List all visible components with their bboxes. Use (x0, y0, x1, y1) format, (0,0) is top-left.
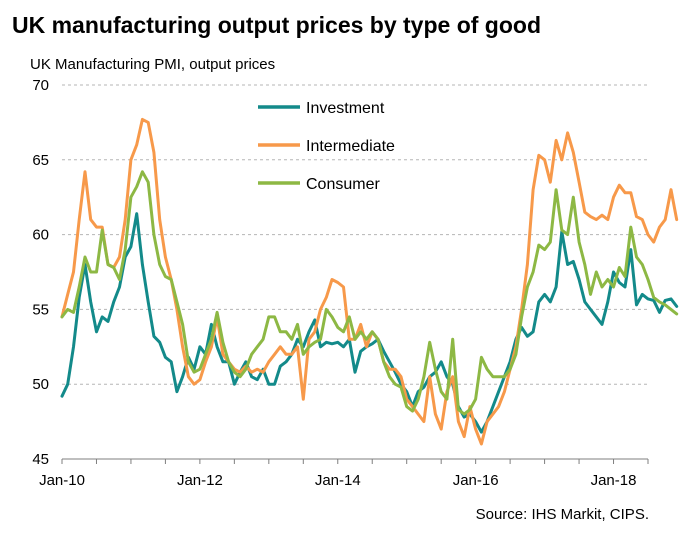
series-line-intermediate (60, 117, 679, 446)
y-axis-ticks: 45 50 55 60 65 70 (32, 77, 49, 468)
x-tick-label: Jan-16 (453, 472, 499, 489)
axes (61, 458, 649, 464)
chart-subtitle: UK Manufacturing PMI, output prices (30, 56, 276, 73)
x-tick-label: Jan-14 (315, 472, 361, 489)
x-tick-label: Jan-12 (177, 472, 223, 489)
legend-label-investment: Investment (306, 100, 385, 117)
x-axis-ticks: Jan-10 Jan-12 Jan-14 Jan-16 Jan-18 (39, 472, 636, 489)
source-note: Source: IHS Markit, CIPS. (475, 506, 649, 523)
y-tick-label: 50 (32, 376, 49, 393)
legend: Investment Intermediate Consumer (258, 100, 395, 193)
series-lines (60, 117, 679, 446)
x-tick-label: Jan-18 (591, 472, 637, 489)
chart-title: UK manufacturing output prices by type o… (12, 12, 541, 38)
legend-label-intermediate: Intermediate (306, 138, 395, 155)
legend-label-consumer: Consumer (306, 176, 380, 193)
y-tick-label: 55 (32, 301, 49, 318)
series-line-consumer (60, 170, 679, 416)
y-tick-label: 60 (32, 227, 49, 244)
y-tick-label: 45 (32, 451, 49, 468)
y-tick-label: 65 (32, 152, 49, 169)
y-tick-label: 70 (32, 77, 49, 94)
x-tick-label: Jan-10 (39, 472, 85, 489)
series-line-investment (60, 212, 679, 434)
